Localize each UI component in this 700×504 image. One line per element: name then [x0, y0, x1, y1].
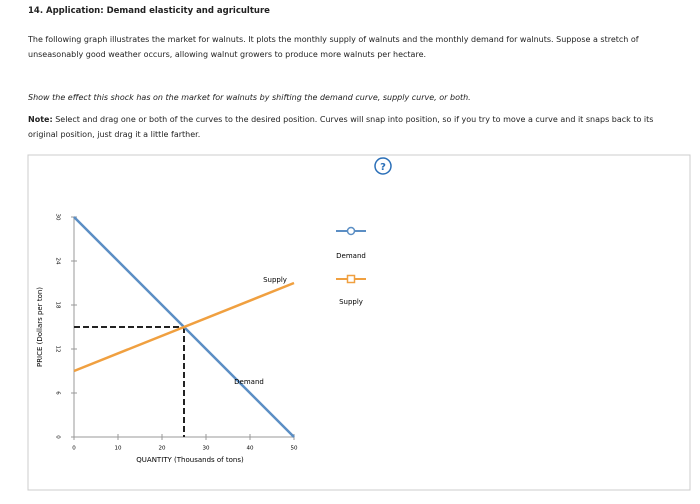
help-button[interactable]	[374, 157, 392, 175]
y-tick-label: 0	[55, 435, 61, 439]
x-tick-label: 30	[203, 446, 210, 452]
curve-supply[interactable]	[73, 281, 295, 373]
instruction: Show the effect this shock has on the ma…	[28, 93, 471, 102]
y-tick-label: 30	[55, 214, 61, 221]
y-tick-label: 12	[55, 346, 61, 353]
x-tick-label: 0	[72, 446, 76, 452]
x-tick-label: 50	[291, 446, 298, 452]
note-text: Select and drag one or both of the curve…	[28, 115, 654, 139]
y-axis-label: PRICE (Dollars per ton)	[36, 287, 44, 367]
legend-marker[interactable]	[346, 274, 356, 284]
x-axis-label: QUANTITY (Thousands of tons)	[136, 456, 244, 464]
curve-label: Demand	[234, 378, 264, 386]
heading: 14. Application: Demand elasticity and a…	[28, 6, 270, 16]
x-tick-label: 10	[115, 446, 122, 452]
y-tick-label: 18	[55, 302, 61, 309]
intro: The following graph illustrates the mark…	[28, 35, 639, 59]
graph-panel	[27, 154, 691, 491]
help-icon[interactable]: ?	[380, 162, 386, 173]
y-tick-label: 6	[55, 391, 61, 395]
curve-label: Supply	[263, 276, 287, 284]
legend-label: Demand	[336, 252, 366, 260]
x-tick-label: 20	[159, 446, 166, 452]
legend-marker[interactable]	[346, 226, 356, 236]
legend-label: Supply	[339, 298, 363, 306]
note: Note: Select and drag one or both of the…	[28, 112, 668, 142]
y-tick-label: 24	[55, 258, 61, 265]
note-label: Note:	[28, 115, 53, 124]
x-tick-label: 40	[247, 446, 254, 452]
